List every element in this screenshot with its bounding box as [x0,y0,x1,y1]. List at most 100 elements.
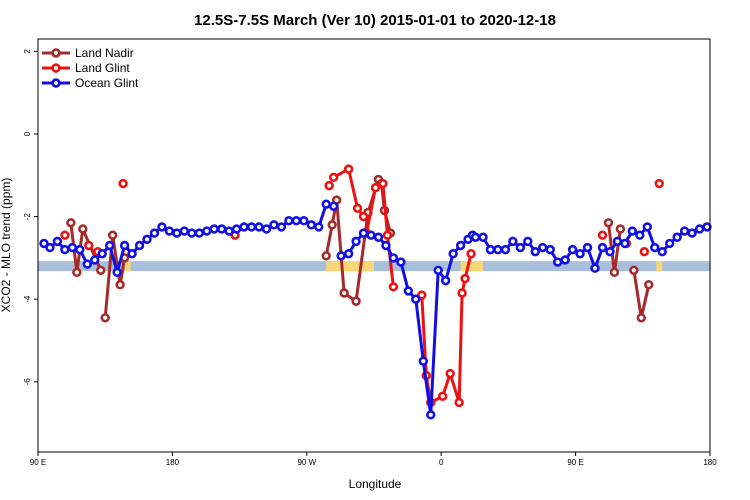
data-point [615,224,626,234]
y-tick-label: -4 [23,295,32,303]
data-point [388,282,399,292]
data-point [39,238,49,249]
series-land-glint [60,164,664,408]
data-point [635,230,645,240]
data-point [358,228,369,238]
data-point [104,240,115,251]
data-point [597,242,608,253]
data-point [455,240,466,251]
data-point [448,249,458,259]
data-point [78,224,88,234]
y-tick-label: 2 [23,49,32,54]
data-point [336,251,346,261]
series-line [332,167,365,218]
data-point [358,211,369,222]
series-line [632,270,651,320]
legend-label: Land Nadir [75,46,134,60]
series-layer [39,164,712,420]
data-point [605,246,615,257]
data-point [687,228,697,238]
legend-label: Ocean Glint [75,76,139,90]
data-point [493,244,503,255]
data-point [231,224,242,234]
data-point [627,226,638,236]
x-tick-label: 180 [703,458,717,467]
data-point [382,230,393,240]
data-point [284,216,294,226]
data-point [381,240,391,251]
data-point [115,280,125,290]
data-point [269,220,279,230]
data-point [567,244,578,255]
x-tick-label: 90 W [297,458,316,467]
data-point [321,199,331,209]
x-tick-label: 90 E [567,458,583,467]
data-point [291,216,302,226]
legend-item: Land Nadir [42,46,134,60]
data-point [327,220,337,230]
data-point [45,242,55,253]
data-point [172,228,182,238]
data-point [179,226,190,236]
data-point [118,178,128,189]
data-point [620,238,630,249]
data-point [694,224,705,234]
data-point [52,236,63,247]
data-point [639,246,649,257]
data-point [523,236,533,247]
data-point [366,230,376,240]
land-strip [326,261,374,272]
data-point [418,356,428,366]
data-point [437,391,448,401]
data-point [254,222,264,232]
data-point [60,244,70,255]
data-point [485,244,496,255]
data-point [590,263,600,273]
y-tick-label: 0 [23,131,32,136]
data-point [433,265,443,275]
data-point [324,180,334,191]
data-point [107,230,118,240]
chart-title: 12.5S-7.5S March (Ver 10) 2015-01-01 to … [194,12,556,29]
y-axis-label: XCO2 - MLO trend (ppm) [0,178,13,313]
data-point [90,255,100,265]
data-point [328,172,339,183]
data-point [575,249,585,259]
data-point [149,228,160,238]
data-point [209,224,219,234]
data-point [426,410,436,420]
series-line [103,233,127,318]
x-tick-label: 180 [166,458,180,467]
data-point [339,288,349,298]
data-point [672,232,682,242]
data-point [164,226,175,236]
data-point [67,242,78,253]
data-point [445,368,455,379]
x-tick-label: 0 [439,458,444,467]
y-tick-label: -6 [23,378,32,386]
y-tick-label: -2 [23,212,32,220]
data-point [530,246,540,257]
data-point [66,218,76,228]
data-point [96,265,106,275]
data-point [299,216,309,226]
data-point [378,178,388,189]
data-point [370,182,381,193]
x-tick-label: 90 E [30,458,46,467]
data-point [351,236,361,247]
land-strip [460,261,484,272]
data-point [202,226,212,236]
data-point [60,230,70,240]
data-point [157,222,167,232]
data-point [97,249,107,259]
data-point [636,313,647,323]
data-point [654,178,664,189]
data-point [560,255,570,265]
data-point [82,259,92,269]
land-strip [124,261,131,272]
legend-item: Land Glint [42,61,130,75]
data-point [224,226,234,236]
data-point [657,246,667,257]
data-point [508,236,518,247]
